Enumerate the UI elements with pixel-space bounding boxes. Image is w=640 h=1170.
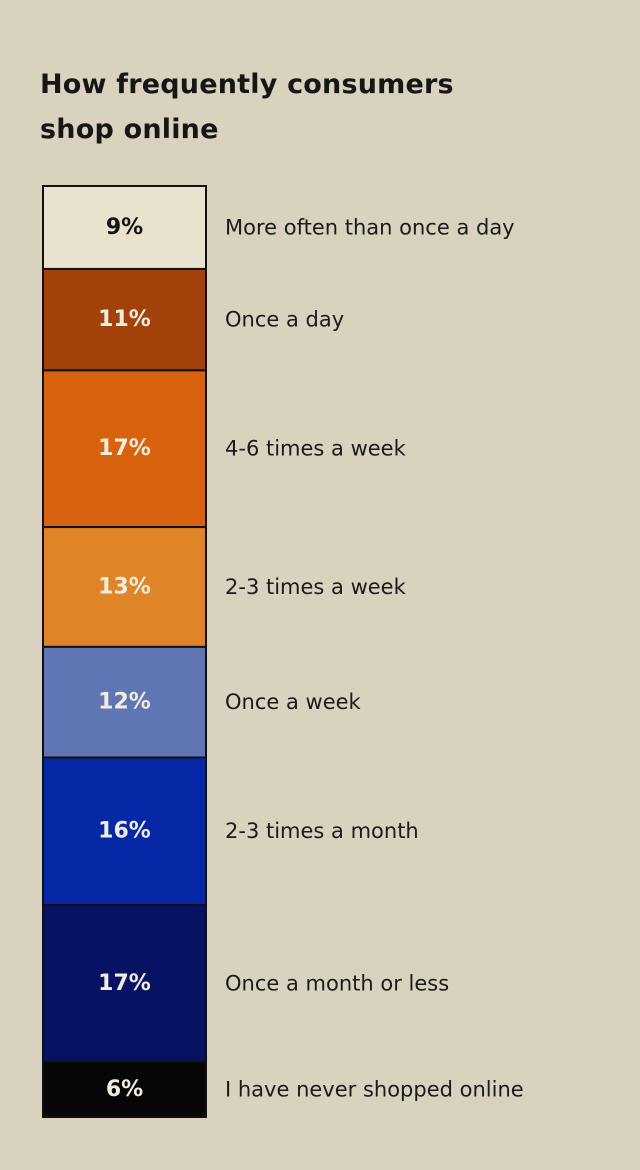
segment-category-label-5: Once a week — [225, 690, 362, 714]
bar-segment-3 — [42, 369, 207, 529]
bar-segment-8 — [42, 1060, 207, 1119]
segment-value-label-7: 17% — [98, 971, 151, 996]
chart-title: How frequently consumers shop online — [40, 69, 454, 145]
segment-value-label-8: 6% — [106, 1077, 143, 1102]
bar-segments — [42, 185, 207, 1119]
bar-segment-7 — [42, 903, 207, 1063]
segment-category-label-1: More often than once a day — [225, 215, 515, 239]
bar-segment-2 — [42, 267, 207, 372]
segment-value-label-1: 9% — [106, 215, 143, 240]
segment-value-label-2: 11% — [98, 307, 151, 332]
segment-category-label-8: I have never shopped online — [225, 1077, 524, 1101]
segment-value-label-5: 12% — [98, 690, 151, 715]
bar-segment-5 — [42, 645, 207, 759]
bar-segment-4 — [42, 526, 207, 648]
segment-value-label-3: 17% — [98, 436, 151, 461]
segment-value-labels: 9% 11% 17% 13% 12% 16% 17% 6% — [98, 215, 151, 1102]
segment-category-label-7: Once a month or less — [225, 971, 449, 995]
bar-segment-6 — [42, 756, 207, 906]
segment-category-label-6: 2-3 times a month — [225, 819, 419, 843]
segment-category-label-4: 2-3 times a week — [225, 575, 407, 599]
segment-category-label-3: 4-6 times a week — [225, 437, 407, 461]
segment-value-label-4: 13% — [98, 574, 151, 599]
segment-category-labels: More often than once a day Once a day 4-6 … — [225, 215, 524, 1101]
segment-category-label-2: Once a day — [225, 308, 344, 332]
segment-value-label-6: 16% — [98, 819, 151, 844]
